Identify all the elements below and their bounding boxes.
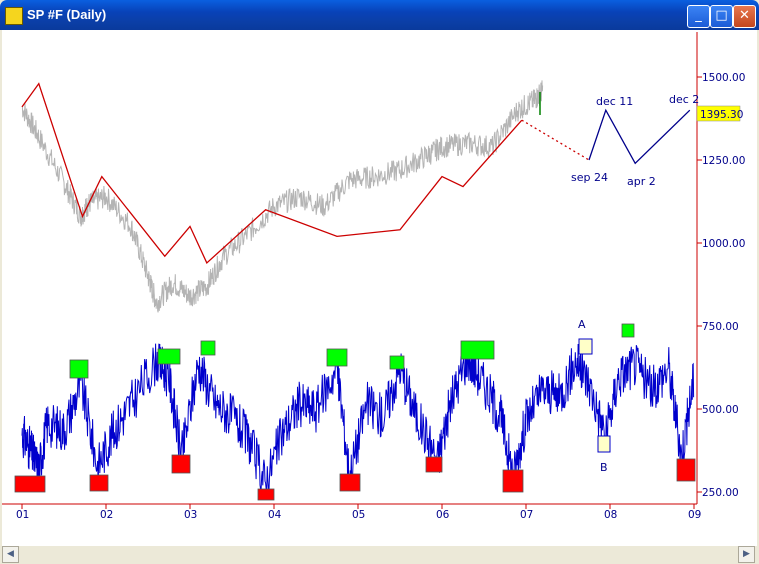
x-tick-label: 05 [352,509,365,521]
marker-a-box [578,338,593,355]
x-tick-label: 09 [688,509,701,521]
x-tick-label: 03 [184,509,197,521]
cycle-top-marker [326,348,348,367]
forecast-date-label: sep 24 [571,171,608,184]
last-price-label: 1395.30 [700,109,743,121]
x-tick-label: 01 [16,509,29,521]
y-tick-label: 1250.00 [702,155,745,167]
x-tick-label: 04 [268,509,282,521]
scroll-left-button[interactable]: ◀ [2,546,19,563]
cycle-top-marker [200,340,216,356]
scroll-right-button[interactable]: ▶ [738,546,755,563]
cycle-bottom-marker [14,475,46,493]
forecast-line [588,108,691,165]
maximize-button[interactable]: □ [710,5,733,28]
last-price-badge: 1395.30 [696,105,743,122]
horizontal-scrollbar[interactable]: ◀ ▶ [2,546,757,563]
app-icon [5,7,23,25]
y-tick-label: 250.00 [702,487,739,499]
y-tick-label: 1000.00 [702,238,745,250]
cycle-bottom-marker [676,458,696,482]
cycle-bottom-marker [425,456,443,473]
cycle-top-marker [460,340,495,360]
x-tick-label: 06 [436,509,450,521]
cycle-bottom-marker [171,454,191,474]
cycle-top-marker [621,323,635,338]
forecast-date-label: dec 11 [596,95,633,108]
title-bar[interactable]: SP #F (Daily) _ □ ✕ [0,0,759,30]
window-title: SP #F (Daily) [27,7,107,22]
y-tick-label: 750.00 [702,321,739,333]
x-tick-label: 02 [100,509,113,521]
minimize-button[interactable]: _ [687,5,710,28]
forecast-date-label: apr 2 [627,175,656,188]
marker-a-label: A [578,318,586,331]
cycle-bottom-marker [502,469,524,493]
forecast-date-label: dec 2 [669,93,699,106]
cycle-line [21,82,523,264]
cycle-bottom-marker [89,474,109,492]
x-tick-label: 08 [604,509,617,521]
cycle-top-marker [69,359,89,379]
marker-b-box [597,435,611,453]
projection-dotted-line [521,119,590,161]
y-tick-label: 1500.00 [702,72,745,84]
cycle-top-marker [389,355,405,370]
x-tick-label: 07 [520,509,533,521]
marker-b-label: B [600,461,608,474]
cycle-bottom-marker [257,488,275,501]
y-tick-label: 500.00 [702,404,739,416]
close-button[interactable]: ✕ [733,5,756,28]
cycle-top-marker [157,348,181,365]
chart-area[interactable] [2,30,757,562]
price-series-line [21,80,544,313]
cycle-bottom-marker [339,473,361,492]
oscillator-line [21,343,695,491]
